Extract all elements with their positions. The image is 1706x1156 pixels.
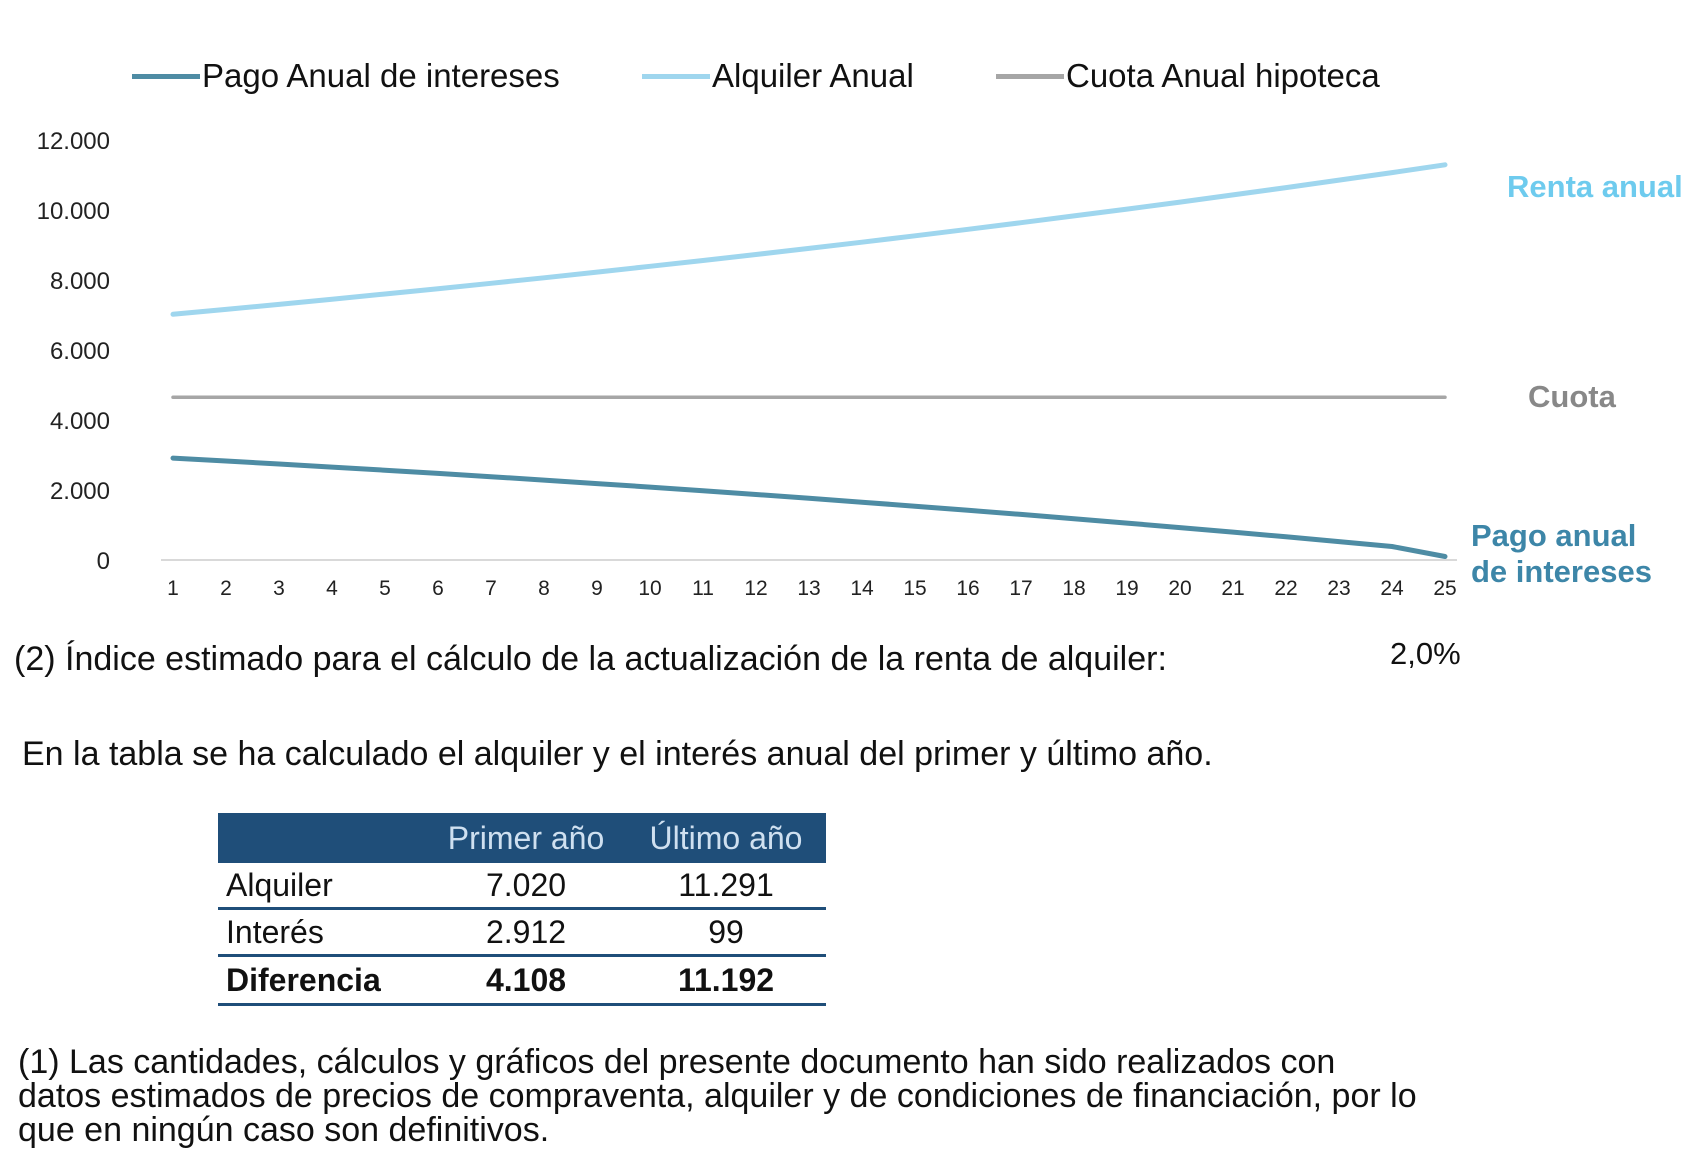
table-row: Interés 2.912 99 bbox=[218, 908, 826, 957]
x-tick-label: 9 bbox=[591, 577, 603, 600]
table-intro-text: En la tabla se ha calculado el alquiler … bbox=[22, 735, 1213, 773]
y-tick-label: 0 bbox=[97, 548, 110, 575]
legend-label-intereses: Pago Anual de intereses bbox=[202, 57, 560, 94]
x-tick-label: 7 bbox=[485, 577, 497, 600]
table-cell: Alquiler bbox=[218, 863, 426, 910]
series-label-renta: Renta anual bbox=[1507, 169, 1683, 204]
x-tick-label: 14 bbox=[850, 577, 874, 600]
x-tick-label: 25 bbox=[1433, 577, 1456, 600]
x-tick-label: 13 bbox=[797, 577, 820, 600]
y-tick-label: 12.000 bbox=[37, 128, 110, 155]
x-tick-label: 21 bbox=[1221, 577, 1244, 600]
y-tick-label: 2.000 bbox=[50, 478, 110, 505]
x-tick-label: 6 bbox=[432, 577, 444, 600]
table-header-row: Primer año Último año bbox=[218, 813, 826, 863]
table-cell: 4.108 bbox=[426, 955, 626, 1006]
footnote-line-2: datos estimados de precios de compravent… bbox=[18, 1077, 1417, 1115]
x-tick-label: 5 bbox=[379, 577, 391, 600]
table-cell: 11.192 bbox=[626, 955, 826, 1006]
x-tick-label: 4 bbox=[326, 577, 338, 600]
legend-swatch-cuota bbox=[996, 73, 1064, 79]
summary-table: Primer año Último año Alquiler 7.020 11.… bbox=[218, 813, 826, 1006]
series-line-2 bbox=[170, 162, 1448, 317]
x-tick-label: 16 bbox=[956, 577, 979, 600]
series-label-intereses-line1: Pago anual bbox=[1471, 518, 1637, 553]
footnote-line-3: que en ningún caso son definitivos. bbox=[18, 1111, 550, 1149]
x-tick-label: 23 bbox=[1327, 577, 1350, 600]
legend-label-alquiler: Alquiler Anual bbox=[712, 57, 914, 94]
x-tick-label: 24 bbox=[1380, 577, 1404, 600]
table-cell: 2.912 bbox=[426, 908, 626, 957]
table-row: Alquiler 7.020 11.291 bbox=[218, 863, 826, 910]
table-cell: 11.291 bbox=[626, 863, 826, 910]
legend-item-cuota: Cuota Anual hipoteca bbox=[996, 56, 1380, 96]
y-tick-label: 8.000 bbox=[50, 268, 110, 295]
table-cell: 99 bbox=[626, 908, 826, 957]
x-tick-label: 1 bbox=[167, 577, 179, 600]
x-tick-label: 3 bbox=[273, 577, 285, 600]
table-cell: Diferencia bbox=[218, 955, 426, 1006]
x-tick-label: 12 bbox=[744, 577, 767, 600]
series-line-1 bbox=[170, 455, 1448, 559]
table-header-ultimo: Último año bbox=[626, 813, 826, 863]
table-cell: 7.020 bbox=[426, 863, 626, 910]
legend-label-cuota: Cuota Anual hipoteca bbox=[1066, 57, 1380, 94]
legend-swatch-alquiler bbox=[642, 73, 710, 79]
table-cell: Interés bbox=[218, 908, 426, 957]
series-label-cuota: Cuota bbox=[1528, 379, 1616, 414]
table-header-primer: Primer año bbox=[426, 813, 626, 863]
x-tick-label: 2 bbox=[220, 577, 232, 600]
x-tick-label: 15 bbox=[903, 577, 926, 600]
x-tick-label: 8 bbox=[538, 577, 550, 600]
footnote: (1) Las cantidades, cálculos y gráficos … bbox=[18, 1045, 1658, 1147]
x-tick-label: 20 bbox=[1168, 577, 1191, 600]
y-tick-label: 10.000 bbox=[37, 198, 110, 225]
table-row-total: Diferencia 4.108 11.192 bbox=[218, 955, 826, 1006]
series-label-intereses-line2: de intereses bbox=[1471, 554, 1652, 589]
legend-swatch-intereses bbox=[132, 73, 200, 79]
y-tick-label: 4.000 bbox=[50, 408, 110, 435]
x-tick-label: 22 bbox=[1274, 577, 1297, 600]
legend-item-intereses: Pago Anual de intereses bbox=[132, 56, 560, 96]
footnote-line-1: (1) Las cantidades, cálculos y gráficos … bbox=[18, 1043, 1336, 1081]
note-2-value: 2,0% bbox=[1390, 636, 1461, 671]
x-tick-label: 18 bbox=[1062, 577, 1085, 600]
x-tick-label: 19 bbox=[1115, 577, 1138, 600]
x-tick-label: 17 bbox=[1009, 577, 1032, 600]
x-tick-label: 10 bbox=[638, 577, 661, 600]
y-tick-label: 6.000 bbox=[50, 338, 110, 365]
x-tick-label: 11 bbox=[692, 577, 714, 600]
note-2-text: (2) Índice estimado para el cálculo de l… bbox=[14, 640, 1167, 678]
table-header-empty bbox=[218, 813, 426, 863]
legend-item-alquiler: Alquiler Anual bbox=[642, 56, 914, 96]
